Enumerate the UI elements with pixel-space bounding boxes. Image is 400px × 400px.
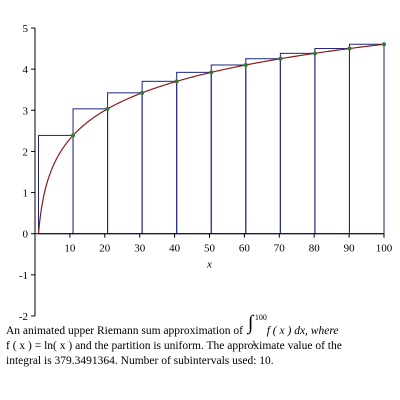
riemann-rect-5 (176, 71, 212, 235)
sample-point-1 (71, 133, 76, 138)
x-tick-label: 80 (309, 243, 321, 255)
ln-curve (37, 43, 385, 234)
x-tick-label: 70 (274, 243, 286, 255)
y-tick-label: 2 (23, 146, 29, 158)
y-tick-label: 1 (23, 188, 29, 200)
x-tick-label: 10 (64, 243, 76, 255)
riemann-rect-9 (314, 48, 350, 235)
caption: An animated upper Riemann sum approximat… (6, 313, 396, 369)
x-tick-label: 60 (239, 243, 251, 255)
x-tick-label: 90 (344, 243, 356, 255)
riemann-rect-10 (348, 43, 385, 235)
sample-point-4 (174, 79, 179, 84)
sample-point-6 (243, 62, 248, 67)
caption-text-1b: f ( x ) dx, where (266, 325, 339, 337)
riemann-rect-7 (245, 58, 281, 235)
riemann-sum-chart: 10 20 30 40 50 60 70 80 90 100 -2 -1 0 1 2 3 4 5 x (19, 23, 393, 320)
caption-text-1a: An animated upper Riemann sum approximat… (6, 325, 243, 337)
y-tick-label: -2 (19, 311, 28, 320)
integral-symbol: ∫ 100 1 (246, 313, 267, 348)
caption-line-1: An animated upper Riemann sum approximat… (6, 313, 396, 348)
riemann-rect-1 (37, 134, 74, 235)
sample-point-9 (347, 46, 352, 51)
y-tick-label: 3 (23, 105, 29, 117)
sample-point-5 (209, 70, 214, 75)
integral-lower-limit: 1 (251, 339, 256, 348)
riemann-rect-4 (141, 80, 178, 235)
riemann-rect-3 (107, 92, 143, 235)
y-tick-label: 5 (23, 23, 29, 35)
sample-point-2 (105, 106, 110, 111)
x-tick-label: 100 (376, 243, 393, 255)
caption-line-3: integral is 379.3491364. Number of subin… (6, 355, 274, 367)
sample-point-3 (140, 90, 145, 95)
y-tick-label: -1 (19, 270, 28, 282)
sample-point-8 (312, 51, 317, 56)
x-tick-label: 50 (204, 243, 216, 255)
x-tick-label: 40 (169, 243, 181, 255)
riemann-rect-2 (72, 108, 109, 235)
sample-points (71, 42, 386, 138)
integral-upper-limit: 100 (254, 313, 267, 322)
y-tick-label: 4 (23, 64, 29, 76)
x-axis-label: x (206, 259, 212, 271)
sample-point-7 (278, 56, 283, 61)
x-tick-label: 20 (99, 243, 111, 255)
sample-point-10 (382, 42, 386, 47)
riemann-rect-8 (279, 52, 316, 235)
axes: 10 20 30 40 50 60 70 80 90 100 -2 -1 0 1 2 3 4 5 (19, 23, 393, 320)
integral-sign: ∫ (247, 312, 254, 334)
y-tick-label: 0 (23, 229, 29, 241)
riemann-rect-6 (210, 64, 247, 235)
x-tick-label: 30 (134, 243, 146, 255)
caption-line-2: f ( x ) = ln( x ) and the partition is u… (6, 340, 342, 352)
